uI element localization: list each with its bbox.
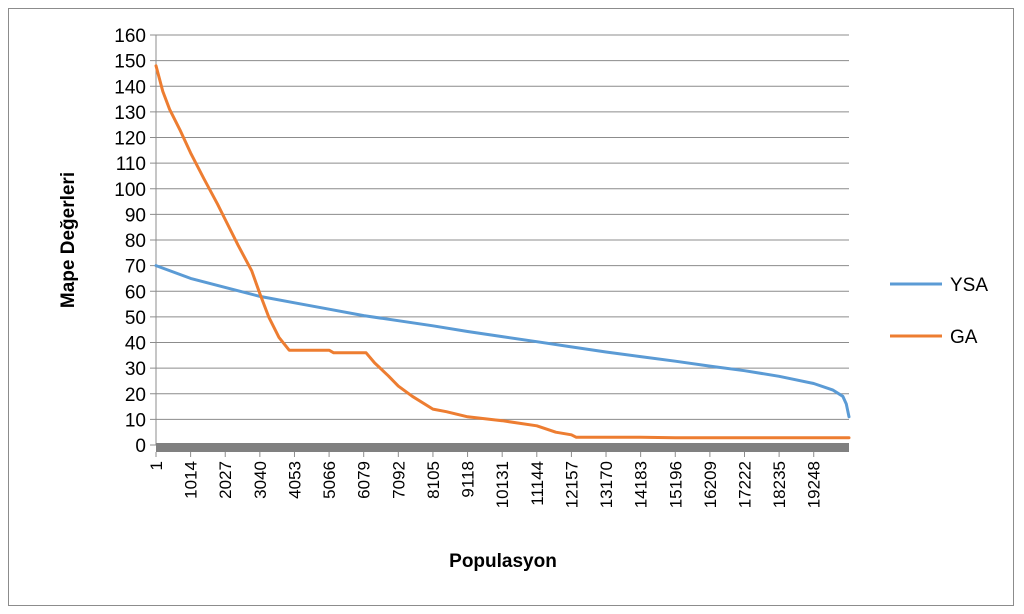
- y-tick-label: 40: [125, 334, 146, 355]
- x-tick-label: 3040: [251, 461, 270, 499]
- x-tick-label: 9118: [459, 461, 478, 498]
- x-tick-label: 5066: [320, 461, 339, 499]
- x-tick-label: 7092: [389, 461, 408, 499]
- x-tick-label: 8105: [424, 461, 443, 499]
- x-tick-label: 15196: [666, 461, 685, 508]
- x-axis-ticks: 1 1014 2027 3040 4053 5066 6079 7092 8105 9118 101…: [147, 452, 824, 508]
- x-axis-title: Populasyon: [449, 551, 557, 572]
- y-tick-label: 0: [135, 436, 146, 457]
- x-tick-label: 18235: [770, 461, 789, 508]
- series-line-ga: [154, 64, 851, 440]
- y-tick-label: 30: [125, 359, 146, 380]
- x-tick-label: 11144: [528, 461, 547, 506]
- y-tick-label: 130: [114, 103, 146, 124]
- x-tick-label: 2027: [216, 461, 235, 499]
- y-tick-label: 70: [125, 257, 146, 278]
- y-tick-label: 60: [125, 282, 146, 303]
- gridlines: [156, 34, 849, 420]
- y-tick-label: 10: [125, 410, 146, 431]
- x-axis-bar: [156, 443, 849, 452]
- legend-label-ga: GA: [950, 327, 978, 348]
- x-tick-label: 13170: [597, 461, 616, 508]
- x-tick-label: 1: [147, 461, 166, 470]
- x-tick-label: 19248: [805, 461, 824, 508]
- legend-label-ysa: YSA: [950, 275, 988, 296]
- x-tick-label: 4053: [285, 461, 304, 499]
- y-tick-label: 20: [125, 385, 146, 406]
- x-tick-label: 12157: [562, 461, 581, 508]
- y-tick-label: 140: [114, 77, 146, 98]
- series-line-ysa: [154, 264, 851, 419]
- y-tick-label: 90: [125, 205, 146, 226]
- y-tick-label: 150: [114, 52, 146, 73]
- y-axis-ticks: 0 10 20 30 40 50 60 70 80 90 100 110 120 130 140 150 160: [114, 26, 156, 457]
- y-tick-label: 160: [114, 26, 146, 47]
- y-tick-label: 110: [116, 154, 146, 175]
- axes: [155, 35, 849, 452]
- y-axis-title: Mape Değerleri: [58, 172, 79, 308]
- chart-frame: [8, 8, 1014, 606]
- legend: YSA GA: [890, 275, 988, 348]
- y-tick-label: 100: [114, 180, 146, 201]
- x-tick-label: 6079: [355, 461, 374, 499]
- y-tick-label: 120: [114, 129, 146, 150]
- x-tick-label: 14183: [632, 461, 651, 508]
- x-tick-label: 17222: [735, 461, 754, 508]
- y-tick-label: 50: [125, 308, 146, 329]
- x-tick-label: 1014: [182, 461, 201, 499]
- x-tick-label: 10131: [493, 461, 512, 508]
- x-tick-label: 16209: [701, 461, 720, 508]
- y-tick-label: 80: [125, 231, 146, 252]
- series-lines: [154, 64, 851, 440]
